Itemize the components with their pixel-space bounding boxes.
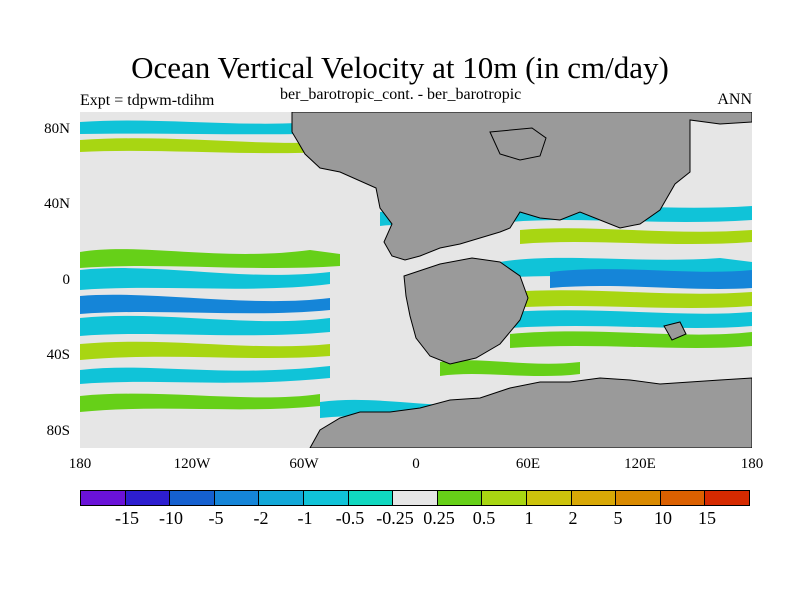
greenland-block [489, 127, 547, 161]
colorbar-label: 15 [698, 508, 716, 528]
colorbar-box [526, 491, 572, 505]
colorbar-box [214, 491, 260, 505]
season-label: ANN [717, 91, 752, 108]
x-axis-label: 0 [412, 456, 420, 472]
colorbar-box [660, 491, 706, 505]
colorbar-box [571, 491, 617, 505]
colorbar-box [259, 491, 304, 505]
north-landmass [291, 112, 752, 261]
x-axis-label: 180 [68, 456, 92, 472]
y-axis-label: 0 [62, 272, 71, 288]
plot-title: Ocean Vertical Velocity at 10m (in cm/da… [131, 50, 669, 85]
colorbar-box [81, 491, 126, 505]
color-legend [80, 490, 750, 506]
colorbar-box [482, 491, 527, 505]
colorbar-label: -10 [159, 508, 183, 528]
colorbar-label: -5 [208, 508, 224, 528]
colorbar-label: -0.25 [376, 508, 414, 528]
experiment-label: Expt = tdpwm-tdihm [80, 92, 215, 109]
colorbar-box [125, 491, 171, 505]
colorbar-box [705, 491, 749, 505]
colorbar-label: 2 [568, 508, 578, 528]
y-axis-label: 40S [46, 347, 70, 363]
colorbar-label: -2 [253, 508, 269, 528]
colorbar-label: 0.25 [423, 508, 455, 528]
vertical-velocity-map [80, 112, 752, 448]
colorbar-label: 5 [613, 508, 623, 528]
colorbar-box [437, 491, 483, 505]
colorbar-box [348, 491, 394, 505]
land-masses [291, 112, 752, 448]
antarctic-coast [309, 377, 752, 448]
x-axis-label: 120E [624, 456, 656, 472]
y-axis-label: 40N [44, 196, 70, 212]
colorbar-box [393, 491, 438, 505]
colorbar-label: 0.5 [472, 508, 496, 528]
colorbar-label: -0.5 [335, 508, 365, 528]
y-axis-label: 80N [44, 121, 70, 137]
x-axis-label: 60E [515, 456, 541, 472]
colorbar-label: -15 [115, 508, 139, 528]
y-axis-label: 80S [46, 423, 70, 439]
colorbar-label: 10 [654, 508, 672, 528]
colorbar-label: 1 [524, 508, 534, 528]
comparison-label: ber_barotropic_cont. - ber_barotropic [280, 86, 522, 103]
colorbar-box [616, 491, 661, 505]
x-axis-label: 120W [173, 456, 211, 472]
colorbar-box [170, 491, 215, 505]
colorbar-box [303, 491, 349, 505]
x-axis-label: 180 [740, 456, 764, 472]
x-axis-label: 60W [289, 456, 319, 472]
southern-landmass [403, 257, 529, 365]
colorbar-label: -1 [297, 508, 313, 528]
island-east [663, 321, 687, 341]
velocity-anomaly-patches [80, 118, 752, 418]
